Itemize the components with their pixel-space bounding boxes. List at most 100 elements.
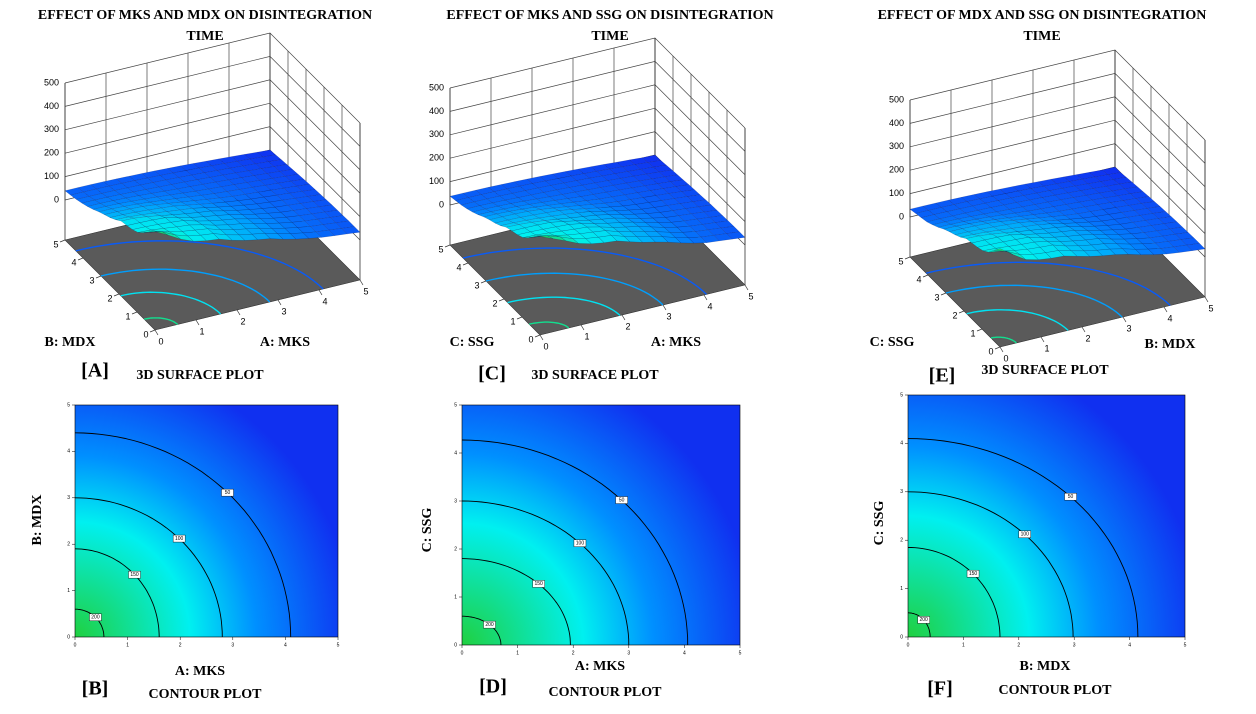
surface-cell (976, 244, 997, 252)
y-tick (534, 334, 541, 338)
caption: CONTOUR PLOT (549, 685, 663, 700)
surface-cell (163, 226, 183, 233)
contour-label-box (128, 570, 141, 579)
surface-cell (200, 233, 220, 241)
y-axis-label: B: MDX (45, 335, 96, 350)
surface-cell (1024, 181, 1045, 189)
y-tick-label: 1 (970, 328, 975, 338)
y-tick-label: 1 (510, 316, 515, 326)
contour-label: 50 (1068, 494, 1074, 500)
surface-cell (1072, 195, 1093, 203)
surface-cell (193, 199, 214, 205)
surface-cell (1052, 244, 1072, 252)
surface-cell (713, 233, 733, 242)
y-tick (131, 311, 138, 315)
surface-cell (121, 180, 141, 189)
wall-grid-line (64, 32, 361, 124)
y-tick-label: 1 (900, 586, 903, 592)
wall-grid-line (449, 84, 746, 176)
y-tick-label: 0 (143, 329, 148, 339)
surface-cell (513, 178, 533, 187)
surface-cell (1028, 197, 1049, 205)
y-axis-label: C: SSG (870, 335, 915, 350)
x-tick (580, 324, 585, 331)
surface-plot: 0 100 200 300 400 500 0 1 2 3 4 5 0 1 2 3 4 5 (889, 49, 1214, 363)
surface-cell (1048, 188, 1069, 196)
y-tick (516, 316, 523, 320)
y-tick-label: 2 (67, 542, 70, 548)
surface-cell (1098, 190, 1118, 199)
surface-cell (1116, 243, 1136, 250)
chart-title: EFFECT OF MKS AND SSG ON DISINTEGRATION (446, 8, 773, 23)
contour-label-box (483, 620, 496, 629)
floor-contour (120, 291, 222, 315)
x-tick-label: 2 (572, 650, 575, 656)
surface-cell (1157, 216, 1178, 224)
surface-cell (1132, 220, 1152, 228)
surface-cell (1077, 244, 1098, 252)
y-tick-label: 2 (454, 546, 457, 552)
contour-label: 100 (175, 536, 184, 542)
x-axis-label: A: MKS (575, 659, 625, 674)
surface-cell (324, 209, 344, 218)
surface-cell (1088, 169, 1109, 178)
y-tick-label: 3 (89, 275, 94, 285)
surface-cell (322, 222, 343, 231)
surface-cell (1135, 196, 1155, 204)
contour-label-box (89, 613, 102, 622)
surface-cell (915, 210, 935, 218)
caption: 3D SURFACE PLOT (531, 368, 659, 383)
surface-cell (1096, 248, 1116, 257)
surface-cell (518, 222, 539, 229)
surface-cell (1133, 208, 1154, 216)
x-tick (1040, 336, 1045, 343)
surface-cell (1035, 232, 1055, 238)
x-tick (744, 284, 749, 291)
y-tick (940, 292, 947, 296)
x-tick-label: 3 (627, 650, 630, 656)
surface-cell (576, 177, 596, 186)
surface-cell (1003, 202, 1023, 210)
x-tick-label: 1 (1044, 343, 1049, 353)
surface-cell (1054, 192, 1074, 201)
surface-cell (1156, 228, 1176, 237)
z-tick-label: 0 (54, 194, 59, 204)
surface-cell (1032, 252, 1052, 260)
surface-cell (94, 196, 114, 204)
surface-cell (1093, 225, 1114, 231)
surface-cell (109, 214, 130, 220)
x-tick (195, 319, 200, 326)
y-tick-label: 0 (454, 642, 457, 648)
surface-cell (1186, 243, 1206, 251)
surface-cell (1068, 178, 1089, 187)
contour-label-box (1018, 530, 1031, 539)
x-tick-label: 5 (748, 291, 753, 301)
surface-cell (1107, 172, 1127, 180)
contour-label: 50 (225, 490, 231, 496)
x-tick-label: 4 (707, 301, 712, 311)
x-tick (999, 346, 1004, 353)
surface-cell (1008, 244, 1028, 251)
y-tick (480, 280, 487, 284)
contour-label: 150 (534, 581, 543, 587)
surface-cell (1059, 240, 1079, 247)
surface-cell (1119, 222, 1139, 230)
panel-label: [E] (929, 365, 956, 387)
surface-cell (1040, 236, 1061, 242)
z-tick-label: 0 (899, 211, 904, 221)
surface-cell (1067, 190, 1087, 198)
surface-cell (1047, 199, 1067, 207)
panel-label: [A] (81, 360, 109, 382)
contour-label-box (573, 539, 587, 547)
z-tick-label: 500 (429, 82, 444, 92)
surface-cell (1141, 201, 1161, 209)
floor-contour (507, 296, 621, 317)
surface-cell (1079, 234, 1099, 241)
surface-cell (304, 218, 324, 227)
z-tick-label: 500 (889, 94, 904, 104)
x-tick-label: 1 (199, 326, 204, 336)
surface-cell (1017, 188, 1038, 196)
y-tick-label: 2 (492, 298, 497, 308)
surface-cell (1097, 238, 1118, 245)
y-tick-label: 5 (900, 392, 903, 398)
